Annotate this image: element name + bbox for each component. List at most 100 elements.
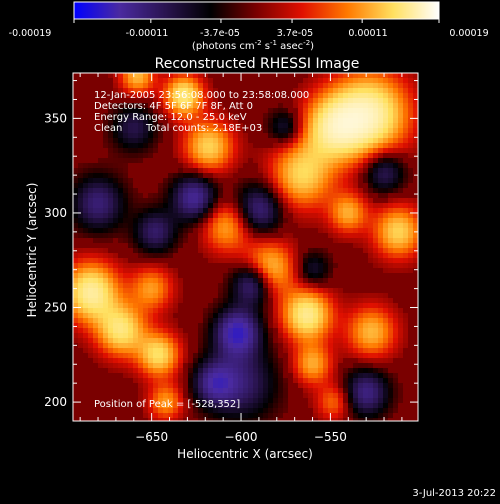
heatmap-cell <box>248 158 254 164</box>
heatmap-cell <box>408 113 414 119</box>
heatmap-cell <box>348 273 354 279</box>
heatmap-cell <box>233 298 239 304</box>
heatmap-cell <box>163 403 169 409</box>
heatmap-cell <box>288 123 294 129</box>
heatmap-cell <box>208 353 214 359</box>
heatmap-cell <box>248 103 254 109</box>
heatmap-cell <box>303 413 309 419</box>
heatmap-cell <box>258 348 264 354</box>
heatmap-cell <box>288 293 294 299</box>
heatmap-cell <box>73 408 79 414</box>
heatmap-cell <box>233 273 239 279</box>
heatmap-cell <box>103 278 109 284</box>
heatmap-cell <box>103 98 109 104</box>
heatmap-cell <box>343 83 349 89</box>
heatmap-cell <box>158 188 164 194</box>
heatmap-cell <box>153 378 159 384</box>
heatmap-cell <box>98 398 104 404</box>
heatmap-cell <box>373 273 379 279</box>
heatmap-cell <box>323 258 329 264</box>
heatmap-cell <box>293 263 299 269</box>
heatmap-cell <box>368 268 374 274</box>
heatmap-cell <box>263 178 269 184</box>
heatmap-cell <box>118 153 124 159</box>
heatmap-cell <box>233 113 239 119</box>
heatmap-cell <box>303 163 309 169</box>
heatmap-cell <box>133 363 139 369</box>
heatmap-cell <box>223 378 229 384</box>
heatmap-cell <box>343 138 349 144</box>
heatmap-cell <box>233 368 239 374</box>
heatmap-cell <box>248 353 254 359</box>
heatmap-cell <box>388 243 394 249</box>
heatmap-cell <box>393 303 399 309</box>
heatmap-cell <box>363 193 369 199</box>
heatmap-cell <box>168 168 174 174</box>
heatmap-cell <box>413 288 418 294</box>
heatmap-cell <box>258 258 264 264</box>
heatmap-cell <box>78 193 84 199</box>
heatmap-cell <box>148 403 154 409</box>
heatmap-cell <box>198 333 204 339</box>
heatmap-cell <box>203 303 209 309</box>
heatmap-cell <box>308 228 314 234</box>
heatmap-cell <box>148 153 154 159</box>
heatmap-cell <box>173 268 179 274</box>
heatmap-cell <box>83 293 89 299</box>
heatmap-cell <box>268 108 274 114</box>
heatmap-cell <box>243 218 249 224</box>
heatmap-cell <box>378 243 384 249</box>
heatmap-cell <box>138 253 144 259</box>
heatmap-cell <box>83 208 89 214</box>
heatmap-cell <box>283 143 289 149</box>
heatmap-cell <box>233 418 239 421</box>
heatmap-cell <box>388 128 394 134</box>
heatmap-cell <box>298 323 304 329</box>
heatmap-cell <box>303 138 309 144</box>
heatmap-cell <box>313 83 319 89</box>
heatmap-cell <box>203 388 209 394</box>
heatmap-cell <box>408 248 414 254</box>
heatmap-cell <box>93 403 99 409</box>
heatmap-cell <box>273 93 279 99</box>
heatmap-cell <box>198 328 204 334</box>
heatmap-cell <box>188 73 194 79</box>
heatmap-cell <box>198 198 204 204</box>
heatmap-cell <box>88 178 94 184</box>
heatmap-cell <box>383 198 389 204</box>
heatmap-cell <box>198 403 204 409</box>
heatmap-cell <box>123 263 129 269</box>
heatmap-cell <box>223 148 229 154</box>
heatmap-cell <box>263 293 269 299</box>
heatmap-cell <box>228 198 234 204</box>
heatmap-cell <box>183 178 189 184</box>
heatmap-cell <box>288 163 294 169</box>
heatmap-cell <box>378 163 384 169</box>
heatmap-cell <box>283 248 289 254</box>
heatmap-cell <box>378 288 384 294</box>
heatmap-cell <box>208 113 214 119</box>
heatmap-cell <box>113 98 119 104</box>
heatmap-cell <box>263 113 269 119</box>
heatmap-cell <box>153 168 159 174</box>
heatmap-cell <box>348 138 354 144</box>
heatmap-cell <box>373 288 379 294</box>
heatmap-cell <box>228 123 234 129</box>
heatmap-cell <box>143 353 149 359</box>
heatmap-cell <box>248 318 254 324</box>
heatmap-cell <box>133 398 139 404</box>
heatmap-cell <box>403 283 409 289</box>
heatmap-cell <box>333 383 339 389</box>
heatmap-cell <box>78 313 84 319</box>
heatmap-cell <box>208 408 214 414</box>
heatmap-cell <box>308 248 314 254</box>
heatmap-cell <box>173 123 179 129</box>
heatmap-cell <box>218 388 224 394</box>
heatmap-cell <box>188 133 194 139</box>
heatmap-cell <box>188 233 194 239</box>
heatmap-cell <box>73 378 79 384</box>
heatmap-cell <box>248 148 254 154</box>
heatmap-cell <box>338 193 344 199</box>
heatmap-cell <box>233 128 239 134</box>
heatmap-cell <box>293 313 299 319</box>
